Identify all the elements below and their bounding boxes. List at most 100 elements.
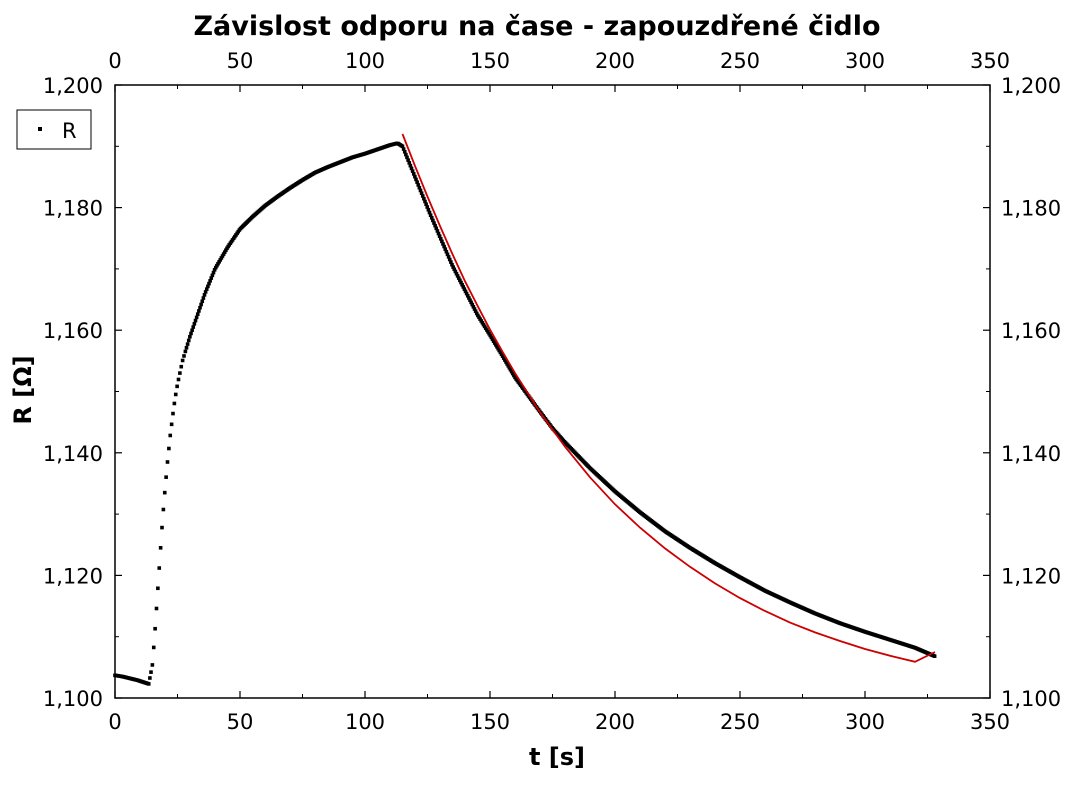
plot-frame xyxy=(114,84,991,699)
x-tick-label-bottom: 50 xyxy=(227,710,254,734)
data-point xyxy=(418,188,423,193)
data-point xyxy=(495,344,499,349)
data-point xyxy=(467,296,471,300)
data-point xyxy=(499,352,504,357)
y-tick-label-right: 1,180 xyxy=(1001,197,1061,221)
data-point xyxy=(149,670,153,674)
axis-ticks: 0 0 50 50 100 100 150 150 200 200 250 250 300 300 350 3… xyxy=(43,49,1061,734)
data-point xyxy=(162,490,167,495)
data-point xyxy=(146,682,151,686)
data-point xyxy=(404,152,408,157)
data-point xyxy=(161,507,166,512)
data-point xyxy=(217,260,221,264)
data-point xyxy=(438,236,443,241)
data-point xyxy=(419,191,424,195)
data-point xyxy=(464,291,469,296)
data-point xyxy=(501,356,506,360)
data-point xyxy=(491,339,496,343)
data-point xyxy=(469,300,473,305)
data-point xyxy=(433,223,437,228)
data-point xyxy=(460,282,464,287)
data-point xyxy=(510,371,515,376)
data-point xyxy=(202,293,207,297)
data-point xyxy=(452,267,457,272)
data-point xyxy=(218,258,223,262)
data-point xyxy=(459,280,463,285)
data-point xyxy=(402,150,407,154)
y-tick-label-left: 1,160 xyxy=(43,319,103,343)
data-point xyxy=(207,281,211,286)
data-point xyxy=(442,244,446,249)
data-point xyxy=(434,226,439,231)
data-point xyxy=(192,322,197,326)
data-point xyxy=(463,289,468,294)
x-tick-label-top: 200 xyxy=(595,49,635,73)
data-point xyxy=(154,606,159,611)
data-point xyxy=(160,525,164,530)
legend-box xyxy=(16,109,92,150)
data-point xyxy=(169,422,174,427)
data-point xyxy=(179,364,184,369)
data-point xyxy=(408,163,413,168)
data-point xyxy=(165,460,170,464)
legend-marker-r xyxy=(38,127,42,131)
data-point xyxy=(172,401,177,406)
data-point xyxy=(183,349,188,354)
data-point xyxy=(508,367,513,372)
data-point xyxy=(182,354,186,358)
data-point xyxy=(413,174,417,179)
data-point xyxy=(458,278,462,283)
data-point xyxy=(188,334,192,339)
x-tick-label-top: 150 xyxy=(470,49,510,73)
data-point xyxy=(176,377,181,382)
data-point xyxy=(198,305,202,310)
data-point xyxy=(423,199,427,204)
data-point xyxy=(462,287,467,291)
y-tick-label-right: 1,160 xyxy=(1001,319,1061,343)
y-tick-label-left: 1,140 xyxy=(43,442,103,466)
data-point xyxy=(488,333,493,338)
data-point xyxy=(436,231,441,236)
data-point xyxy=(470,302,475,307)
data-point xyxy=(173,392,178,397)
data-point xyxy=(197,309,201,313)
data-point xyxy=(178,371,182,375)
data-point xyxy=(480,320,485,325)
data-point xyxy=(471,304,476,309)
data-point xyxy=(150,663,155,667)
y-tick-label-left: 1,120 xyxy=(43,564,103,588)
data-point xyxy=(213,265,218,270)
data-point xyxy=(427,210,432,215)
x-tick-label-bottom: 0 xyxy=(108,710,121,734)
data-point xyxy=(506,364,511,368)
data-point xyxy=(429,216,434,220)
data-point xyxy=(444,249,449,254)
data-point xyxy=(503,358,507,362)
y-tick-label-left: 1,200 xyxy=(43,74,103,98)
data-point xyxy=(432,221,436,225)
y-tick-label-left: 1,180 xyxy=(43,197,103,221)
data-point xyxy=(431,218,435,223)
data-point xyxy=(461,285,466,289)
y-tick-label-right: 1,140 xyxy=(1001,442,1061,466)
data-point xyxy=(220,254,225,258)
data-point xyxy=(416,183,421,187)
legend: R xyxy=(16,109,92,150)
data-point xyxy=(153,626,157,631)
data-point xyxy=(190,328,194,333)
x-tick-label-top: 0 xyxy=(108,49,121,73)
fit-line xyxy=(401,133,936,663)
data-point xyxy=(509,369,514,374)
data-point xyxy=(222,250,227,254)
data-point xyxy=(215,263,219,268)
data-point xyxy=(212,268,217,272)
data-point xyxy=(435,229,440,233)
data-point xyxy=(167,446,171,451)
data-point xyxy=(498,350,503,355)
data-point xyxy=(465,293,470,298)
data-point xyxy=(473,309,478,313)
data-point xyxy=(445,252,450,257)
data-point xyxy=(447,257,452,262)
x-tick-label-bottom: 350 xyxy=(970,710,1010,734)
data-point xyxy=(186,338,191,343)
